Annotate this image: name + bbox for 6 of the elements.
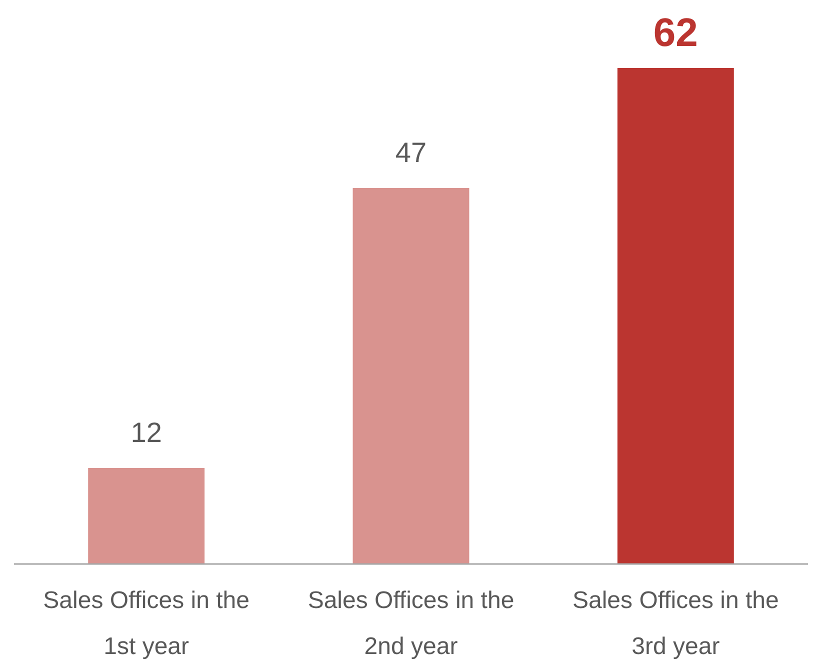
data-label: 62 xyxy=(653,11,698,55)
x-tick-label: Sales Offices in the 2nd year xyxy=(308,587,514,660)
x-tick-label: Sales Offices in the 1st year xyxy=(43,587,250,660)
x-tick-label: Sales Offices in the 3rd year xyxy=(572,587,779,660)
data-label: 12 xyxy=(130,417,162,448)
data-label: 47 xyxy=(395,137,427,168)
